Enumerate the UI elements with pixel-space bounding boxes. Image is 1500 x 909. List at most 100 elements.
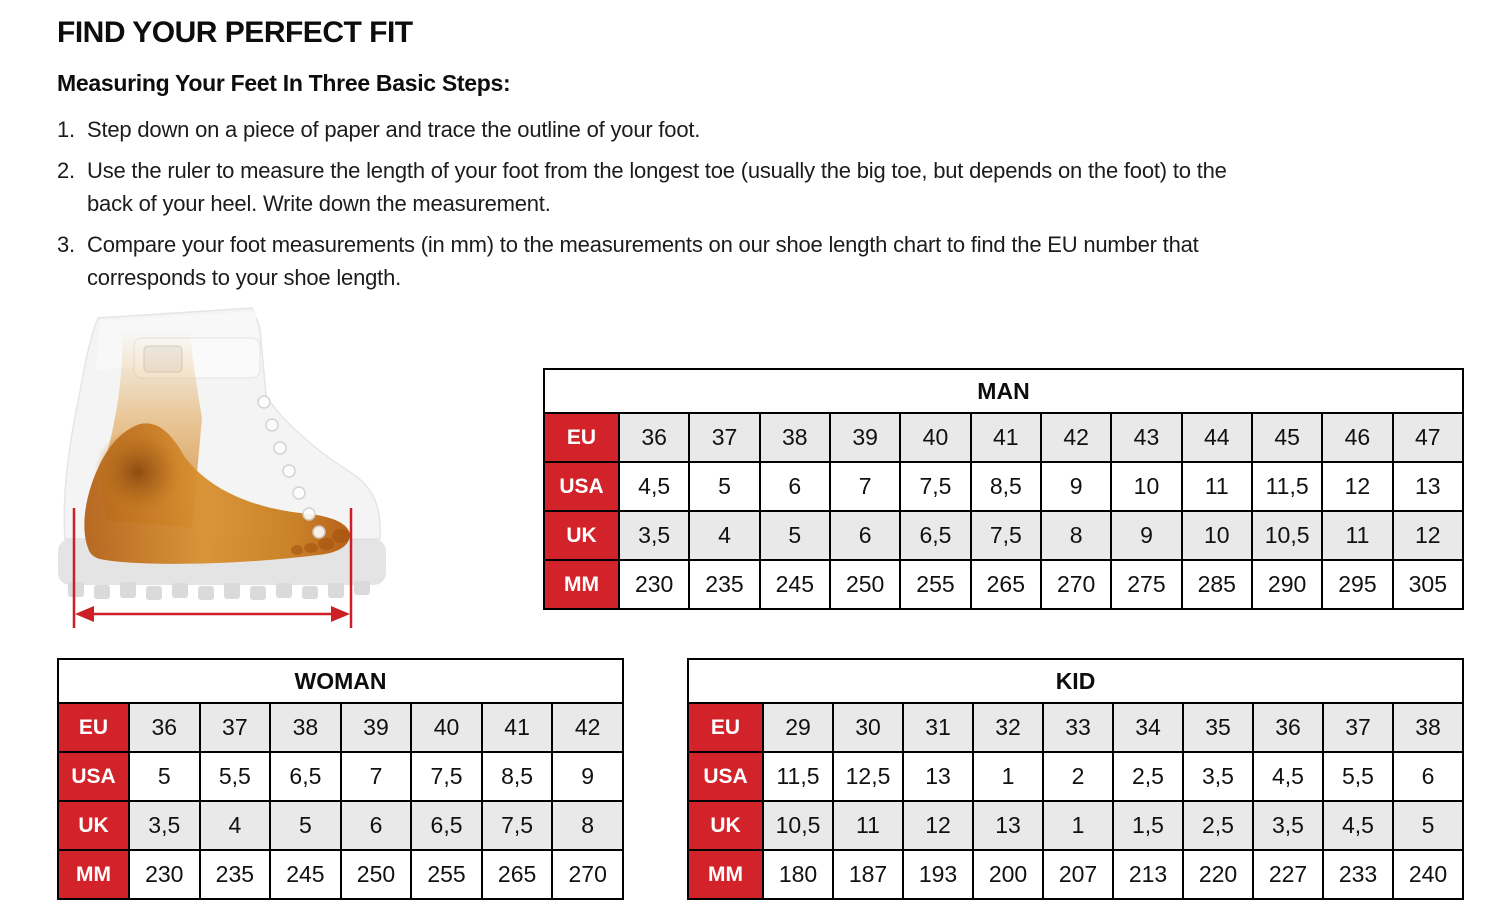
step-item-3: 3. Compare your foot measurements (in mm… [57, 228, 1267, 294]
size-cell: 4 [688, 510, 761, 561]
size-cell: 207 [1042, 849, 1114, 900]
size-cell: 44 [1180, 412, 1253, 463]
size-cell: 35 [1182, 702, 1254, 753]
size-cell: 42 [551, 702, 624, 753]
size-cell: 7,5 [899, 461, 972, 512]
size-cell: 11,5 [1250, 461, 1324, 512]
size-cell: 9 [551, 751, 624, 802]
step-text: Step down on a piece of paper and trace … [87, 117, 701, 142]
size-row-usa: USA 4,5 5 6 7 7,5 8,5 9 10 11 11,5 12 13 [543, 461, 1465, 512]
row-label-usa: USA [687, 751, 764, 802]
size-cell: 270 [551, 849, 624, 900]
row-label-eu: EU [543, 412, 620, 463]
size-cell: 30 [832, 702, 904, 753]
size-cell: 11 [1180, 461, 1253, 512]
size-cell: 39 [339, 702, 413, 753]
size-cell: 37 [198, 702, 272, 753]
size-cell: 245 [758, 559, 831, 610]
size-cell: 36 [1252, 702, 1324, 753]
size-cell: 290 [1250, 559, 1324, 610]
size-cell: 11,5 [762, 751, 834, 802]
size-cell: 4,5 [1252, 751, 1324, 802]
size-cell: 250 [828, 559, 902, 610]
size-cell: 4,5 [617, 461, 691, 512]
row-label-mm: MM [687, 849, 764, 900]
size-row-mm: MM 230 235 245 250 255 265 270 275 285 290 295 305 [543, 559, 1465, 610]
size-cell: 13 [1391, 461, 1465, 512]
size-cell: 40 [410, 702, 483, 753]
size-cell: 47 [1391, 412, 1465, 463]
step-text: Use the ruler to measure the length of y… [87, 158, 1227, 216]
size-cell: 3,5 [1252, 800, 1324, 851]
size-table-man: MAN EU 36 37 38 39 40 41 42 43 44 45 46 47 USA 4,5 5 6 7 7… [543, 368, 1465, 610]
size-cell: 265 [969, 559, 1042, 610]
size-cell: 6 [1392, 751, 1464, 802]
size-row-mm: MM 230 235 245 250 255 265 270 [57, 849, 624, 900]
size-cell: 3,5 [617, 510, 691, 561]
size-cell: 5 [269, 800, 342, 851]
size-cell: 200 [972, 849, 1044, 900]
row-label-eu: EU [687, 702, 764, 753]
size-cell: 5,5 [198, 751, 272, 802]
size-cell: 31 [902, 702, 974, 753]
size-cell: 6,5 [410, 800, 483, 851]
size-cell: 5 [758, 510, 831, 561]
ankle-ball [94, 428, 182, 516]
size-cell: 7,5 [410, 751, 483, 802]
size-cell: 7,5 [480, 800, 554, 851]
row-label-eu: EU [57, 702, 130, 753]
size-row-mm: MM 180 187 193 200 207 213 220 227 233 240 [687, 849, 1464, 900]
size-cell: 45 [1250, 412, 1324, 463]
size-cell: 220 [1182, 849, 1254, 900]
size-cell: 265 [480, 849, 554, 900]
size-cell: 34 [1112, 702, 1184, 753]
size-cell: 32 [972, 702, 1044, 753]
size-cell: 8 [551, 800, 624, 851]
size-cell: 41 [969, 412, 1042, 463]
size-cell: 3,5 [128, 800, 201, 851]
size-cell: 37 [1322, 702, 1394, 753]
size-cell: 11 [1321, 510, 1394, 561]
size-cell: 7 [339, 751, 413, 802]
size-cell: 245 [269, 849, 342, 900]
size-cell: 1,5 [1112, 800, 1184, 851]
size-cell: 5,5 [1322, 751, 1394, 802]
step-number: 3. [57, 232, 75, 257]
size-cell: 2,5 [1182, 800, 1254, 851]
size-cell: 6 [828, 510, 902, 561]
size-cell: 36 [128, 702, 201, 753]
size-cell: 5 [1392, 800, 1464, 851]
size-cell: 255 [410, 849, 483, 900]
size-cell: 187 [832, 849, 904, 900]
size-table-kid: KID EU 29 30 31 32 33 34 35 36 37 38 USA 11,5 12,5 13 1… [687, 658, 1464, 900]
step-item-2: 2. Use the ruler to measure the length o… [57, 154, 1267, 220]
size-cell: 250 [339, 849, 413, 900]
size-cell: 38 [1392, 702, 1464, 753]
size-row-eu: EU 36 37 38 39 40 41 42 [57, 702, 624, 753]
size-cell: 38 [269, 702, 342, 753]
row-label-mm: MM [57, 849, 130, 900]
size-cell: 10 [1180, 510, 1253, 561]
size-cell: 13 [972, 800, 1044, 851]
size-cell: 235 [198, 849, 272, 900]
size-cell: 5 [688, 461, 761, 512]
section-subtitle: Measuring Your Feet In Three Basic Steps… [57, 70, 511, 96]
size-row-uk: UK 10,5 11 12 13 1 1,5 2,5 3,5 4,5 5 [687, 800, 1464, 851]
row-label-usa: USA [57, 751, 130, 802]
size-cell: 12 [1391, 510, 1465, 561]
table-title-kid: KID [687, 658, 1464, 704]
size-cell: 6,5 [269, 751, 342, 802]
size-cell: 46 [1321, 412, 1394, 463]
size-cell: 39 [828, 412, 902, 463]
size-cell: 233 [1322, 849, 1394, 900]
size-cell: 11 [832, 800, 904, 851]
size-cell: 13 [902, 751, 974, 802]
boot-eyelets [257, 395, 326, 539]
size-cell: 7,5 [969, 510, 1042, 561]
size-cell: 42 [1039, 412, 1113, 463]
size-cell: 4,5 [1322, 800, 1394, 851]
size-cell: 8,5 [969, 461, 1042, 512]
size-cell: 295 [1321, 559, 1394, 610]
size-cell: 230 [128, 849, 201, 900]
size-cell: 38 [758, 412, 831, 463]
